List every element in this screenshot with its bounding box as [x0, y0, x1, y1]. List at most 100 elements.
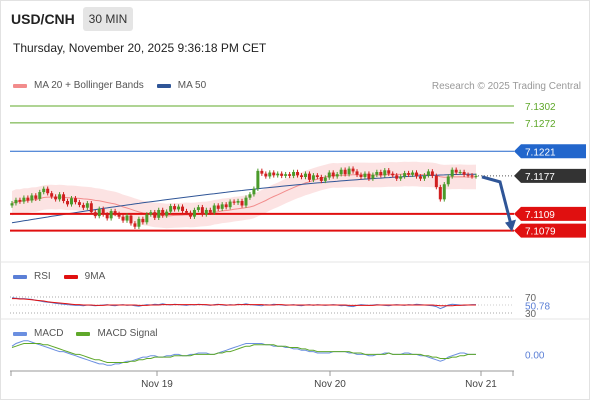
legend-swatch-macd-signal	[76, 331, 91, 336]
legend-item-macd-signal: MACD Signal	[76, 328, 157, 339]
candle-bear	[161, 209, 165, 216]
candle-bear	[232, 201, 236, 203]
candle-bear	[466, 174, 470, 176]
candle-bear	[181, 206, 185, 212]
candle-bear	[216, 205, 220, 209]
candle-bull	[371, 174, 375, 179]
candle-bear	[355, 171, 359, 175]
rsi-current-label: 50.78	[525, 302, 550, 313]
candle-bull	[399, 176, 403, 179]
candle-bear	[387, 170, 391, 174]
candle-bear	[89, 203, 93, 213]
macd-line	[11, 340, 476, 366]
candle-bear	[319, 177, 323, 181]
legend-label-macd: MACD	[34, 328, 64, 339]
candle-bear	[224, 204, 228, 208]
candle-bear	[391, 173, 395, 176]
candle-bull	[252, 188, 256, 195]
candle-bear	[434, 175, 438, 188]
candle-bear	[300, 175, 304, 177]
candle-bull	[109, 211, 113, 219]
candle-bear	[46, 188, 50, 194]
candle-bear	[113, 211, 117, 214]
candle-bull	[276, 173, 280, 176]
candle-bear	[117, 213, 121, 217]
x-tick-label: Nov 21	[465, 379, 497, 390]
candle-bull	[85, 203, 89, 208]
candle-bull	[383, 170, 387, 176]
candle-bear	[93, 212, 97, 217]
rsi-tick-label: 30	[525, 309, 537, 320]
candle-bear	[407, 173, 411, 175]
candle-bear	[66, 201, 70, 205]
candle-bull	[228, 201, 232, 208]
candle-bull	[268, 172, 272, 177]
candle-bear	[288, 174, 292, 176]
candle-bull	[311, 175, 315, 180]
symbol-title: USD/CNH	[11, 11, 75, 27]
candle-bull	[177, 206, 181, 210]
candle-bear	[101, 208, 105, 215]
candle-bear	[54, 196, 58, 200]
candle-bear	[280, 173, 284, 176]
candle-bear	[77, 202, 81, 205]
candle-bear	[173, 206, 177, 210]
legend-item-macd: MACD	[13, 328, 63, 339]
candle-bear	[62, 194, 66, 202]
candle-bull	[58, 194, 62, 200]
candle-bull	[458, 171, 462, 173]
candle-bear	[367, 173, 371, 179]
candle-bear	[141, 218, 145, 223]
candle-bear	[296, 171, 300, 176]
rsi-tick-label: 70	[525, 293, 537, 304]
candle-bear	[81, 204, 85, 208]
candle-bull	[292, 171, 296, 176]
candle-bear	[184, 211, 188, 213]
candle-bear	[462, 171, 466, 175]
candle-bull	[125, 215, 129, 221]
level-tag-label-support: 7.1079	[525, 227, 556, 238]
candle-bear	[73, 198, 77, 203]
legend-swatch-rsi-ma	[63, 274, 78, 279]
candle-bear	[331, 172, 335, 177]
candle-bear	[454, 169, 458, 173]
legend-item-ma50: MA 50	[156, 80, 206, 91]
candle-bear	[105, 214, 109, 219]
candle-bull	[236, 201, 240, 203]
candle-bear	[121, 216, 125, 221]
candle-bull	[335, 174, 339, 177]
candle-bull	[474, 175, 478, 177]
candle-bear	[307, 173, 311, 180]
level-tag-label-pivot: 7.1221	[525, 147, 556, 158]
candle-bull	[165, 211, 169, 216]
ma20-line	[11, 173, 477, 217]
level-label-resistance: 7.1302	[525, 102, 556, 113]
level-tag-support	[514, 206, 586, 221]
candle-bull	[403, 173, 407, 177]
candle-bull	[97, 208, 101, 217]
candle-bull	[157, 209, 161, 218]
macd-signal-line	[11, 343, 476, 363]
level-label-resistance: 7.1272	[525, 119, 556, 130]
candle-bear	[438, 187, 442, 200]
candle-bear	[418, 176, 422, 179]
macd-zero-label: 0.00	[525, 350, 545, 361]
legend-swatch-rsi	[13, 274, 27, 279]
legend-item-rsi: RSI	[13, 271, 51, 282]
candle-bear	[272, 172, 276, 176]
candle-bull	[149, 212, 153, 215]
legend-swatch-bollinger	[13, 83, 27, 88]
level-tag-current	[514, 168, 586, 183]
bollinger-band-fill	[12, 161, 476, 229]
candle-bull	[145, 214, 149, 223]
candle-bear	[240, 201, 244, 206]
candle-bull	[375, 171, 379, 175]
legend-item-bollinger: MA 20 + Bollinger Bands	[13, 80, 144, 91]
candle-bull	[30, 195, 34, 201]
candle-bull	[426, 171, 430, 176]
candle-bear	[351, 168, 355, 172]
rsi-line	[11, 297, 476, 310]
candle-bull	[363, 173, 367, 177]
timeframe-button[interactable]: 30 MIN	[83, 7, 133, 31]
candle-bull	[256, 170, 260, 189]
